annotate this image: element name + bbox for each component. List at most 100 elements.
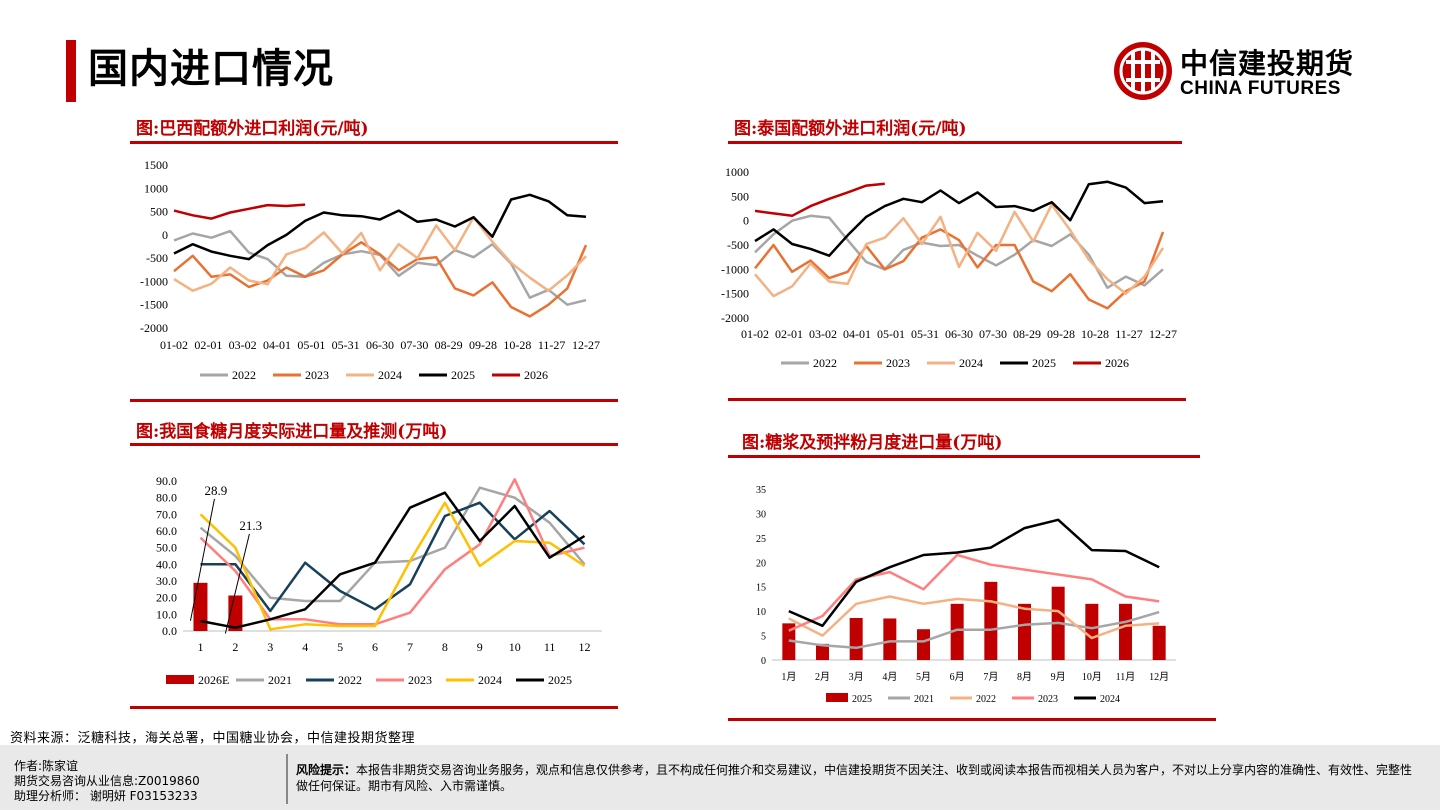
legend-label-2022: 2022	[813, 356, 837, 370]
y-tick-label: -1500	[140, 298, 168, 312]
x-tick-label: 1月	[781, 671, 796, 683]
y-tick-label: -500	[727, 238, 749, 252]
x-tick-label: 05-01	[877, 327, 905, 341]
series-line-2024	[754, 203, 1165, 298]
risk-text: 本报告非期货交易咨询业务服务，观点和信息仅供参考，且不构成任何推介和交易建议，中…	[296, 763, 1413, 793]
y-tick-label: 70.0	[156, 507, 177, 521]
legend-label-2022: 2022	[976, 694, 996, 705]
x-tick-label: 02-01	[775, 327, 803, 341]
company-logo: 中信建投期货 CHINA FUTURES	[1112, 40, 1382, 102]
legend-label-2023: 2023	[886, 356, 910, 370]
series-line-2026	[754, 182, 885, 218]
x-tick-label: 12-27	[1149, 327, 1177, 341]
x-tick-label: 10月	[1082, 671, 1102, 683]
y-tick-label: 0	[162, 228, 168, 242]
x-tick-label: 4月	[882, 671, 897, 683]
chart-title-syrup-import: 图:糖浆及预拌粉月度进口量(万吨)	[742, 433, 1003, 453]
chart-rule-thailand-top	[728, 141, 1182, 144]
legend-label-2025: 2025	[451, 368, 475, 382]
y-tick-label: 500	[731, 189, 749, 203]
x-tick-label: 7月	[983, 671, 998, 683]
bar-2025	[1152, 625, 1166, 660]
bar-2025	[1018, 603, 1031, 660]
y-tick-label: 90.0	[156, 474, 177, 488]
x-tick-label: 11-27	[538, 338, 566, 352]
chart-rule-brazil-top	[130, 141, 618, 144]
footer-license: 期货交易咨询从业信息:Z0019860	[14, 774, 200, 788]
chart-title-brazil: 图:巴西配额外进口利润(元/吨)	[136, 119, 369, 139]
series-line-2022	[200, 501, 586, 613]
footer-risk-disclaimer: 风险提示：本报告非期货交易咨询业务服务，观点和信息仅供参考，且不构成任何推介和交…	[296, 762, 1416, 794]
chart-rule-syrup-bottom	[728, 718, 1216, 721]
series-line-2026	[173, 203, 306, 220]
x-tick-label: 1	[197, 640, 203, 654]
x-tick-label: 6月	[950, 671, 965, 683]
x-tick-label: 8月	[1017, 671, 1032, 683]
chart-syrup-import: 35 30 25 20 15 10 5 0 1月 2月 3月 4月 5月 6月 7月 8月 9月 10月 11月 12…	[756, 485, 1176, 705]
chart-rule-syrup-top	[728, 455, 1200, 458]
series-line-2023	[199, 478, 585, 626]
logo-chinese-name: 中信建投期货	[1180, 47, 1355, 80]
legend-label-2024: 2024	[959, 356, 983, 370]
legend-swatch-2026E	[166, 675, 194, 684]
legend-label-2021: 2021	[914, 694, 934, 705]
y-tick-label: 1000	[144, 181, 168, 195]
x-tick-label: 9	[477, 640, 483, 654]
annotation-leader	[224, 533, 250, 634]
x-tick-label: 8	[442, 640, 448, 654]
footer-divider	[286, 754, 288, 804]
bar-value-label: 28.9	[204, 483, 227, 498]
y-tick-label: 60.0	[156, 524, 177, 538]
legend-label-2024: 2024	[478, 673, 502, 687]
legend-label-2024: 2024	[1100, 694, 1120, 705]
x-tick-label: 12月	[1149, 671, 1169, 683]
x-tick-label: 6	[372, 640, 378, 654]
y-tick-label: 10.0	[156, 607, 177, 621]
series-line-2023	[754, 228, 1165, 310]
series-line-2025	[754, 180, 1164, 257]
x-tick-label: 01-02	[160, 338, 188, 352]
legend-swatch-2025	[826, 693, 848, 702]
data-source-note: 资料来源：泛糖科技，海关总署，中国糖业协会，中信建投期货整理	[10, 731, 416, 746]
x-tick-label: 08-29	[435, 338, 463, 352]
series-line-2024	[788, 518, 1160, 628]
x-tick-label: 06-30	[366, 338, 394, 352]
annotation-leader	[189, 498, 215, 621]
series-line-2024	[173, 215, 587, 292]
series-line-2023	[788, 553, 1160, 632]
x-tick-label: 10	[509, 640, 521, 654]
chart-rule-thailand-bottom	[728, 398, 1186, 401]
x-tick-label: 07-30	[979, 327, 1007, 341]
chart-rule-brazil-bottom	[130, 399, 618, 402]
x-tick-label: 09-28	[469, 338, 497, 352]
legend-label-2023: 2023	[305, 368, 329, 382]
x-tick-label: 01-02	[741, 327, 769, 341]
series-line-2021	[788, 610, 1160, 650]
series-line-2024	[199, 501, 586, 631]
bar-2025	[984, 581, 998, 660]
legend-label-2026: 2026	[1105, 356, 1129, 370]
x-tick-label: 05-01	[297, 338, 325, 352]
y-tick-label: 0	[761, 656, 766, 667]
bar-2025	[917, 629, 930, 660]
y-tick-label: 80.0	[156, 491, 177, 505]
x-tick-label: 2	[232, 640, 238, 654]
x-tick-label: 06-30	[945, 327, 973, 341]
bar-2025	[1085, 603, 1099, 660]
legend-label-2023: 2023	[1038, 694, 1058, 705]
x-tick-label: 03-02	[809, 327, 837, 341]
legend-label-2025: 2025	[1032, 356, 1056, 370]
chart-sugar-import: 90.0 80.0 70.0 60.0 50.0 40.0 30.0 20.0 10.0 0.0 1…	[156, 474, 602, 687]
series-line-2025	[200, 491, 586, 629]
footer: 作者:陈家谊 期货交易咨询从业信息:Z0019860 助理分析师： 谢明妍 F0…	[0, 745, 1440, 810]
y-tick-label: 500	[150, 205, 168, 219]
legend-label-2025: 2025	[852, 694, 872, 705]
x-tick-label: 2月	[815, 671, 830, 683]
bar-2025	[883, 618, 897, 660]
x-tick-label: 5月	[916, 671, 931, 683]
bar-value-label: 21.3	[239, 518, 262, 533]
x-tick-label: 11	[544, 640, 556, 654]
legend-label-2026: 2026	[524, 368, 548, 382]
bar-2026E	[228, 595, 243, 631]
x-tick-label: 05-31	[332, 338, 360, 352]
